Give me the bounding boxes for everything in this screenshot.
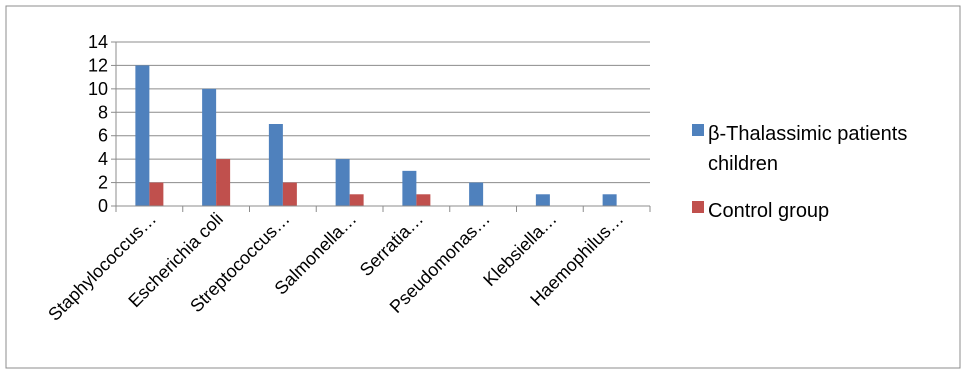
bar-control-2	[282, 182, 297, 206]
bar-thalassimic-1	[202, 88, 217, 206]
bar-thalassimic-7	[602, 194, 617, 206]
legend-label: β-Thalassimic patients	[708, 123, 907, 145]
bar-thalassimic-5	[469, 182, 484, 206]
y-tick-label: 8	[98, 102, 108, 122]
bar-thalassimic-4	[402, 170, 417, 206]
legend: β-Thalassimic patients children Control gr…	[692, 123, 907, 222]
bar-control-3	[349, 194, 364, 206]
bar-thalassimic-3	[335, 159, 350, 206]
y-tick-label: 4	[98, 149, 108, 169]
bar-control-1	[216, 159, 231, 206]
bar-control-4	[416, 194, 431, 206]
legend-swatch	[692, 201, 704, 213]
bar-thalassimic-6	[535, 194, 550, 206]
y-tick-label: 12	[88, 55, 108, 75]
bar-thalassimic-2	[268, 124, 283, 206]
legend-label: children	[708, 153, 778, 175]
axes	[111, 41, 651, 212]
bar-control-0	[149, 182, 164, 206]
y-tick-label: 2	[98, 173, 108, 193]
bars	[135, 65, 617, 206]
y-tick-labels: 0 2 4 6 8 10 12 14	[88, 32, 108, 216]
legend-swatch	[692, 124, 704, 136]
y-tick-label: 6	[98, 126, 108, 146]
y-tick-label: 0	[98, 196, 108, 216]
y-tick-label: 14	[88, 32, 108, 52]
legend-label: Control group	[708, 200, 829, 222]
bar-thalassimic-0	[135, 65, 150, 206]
y-tick-label: 10	[88, 79, 108, 99]
